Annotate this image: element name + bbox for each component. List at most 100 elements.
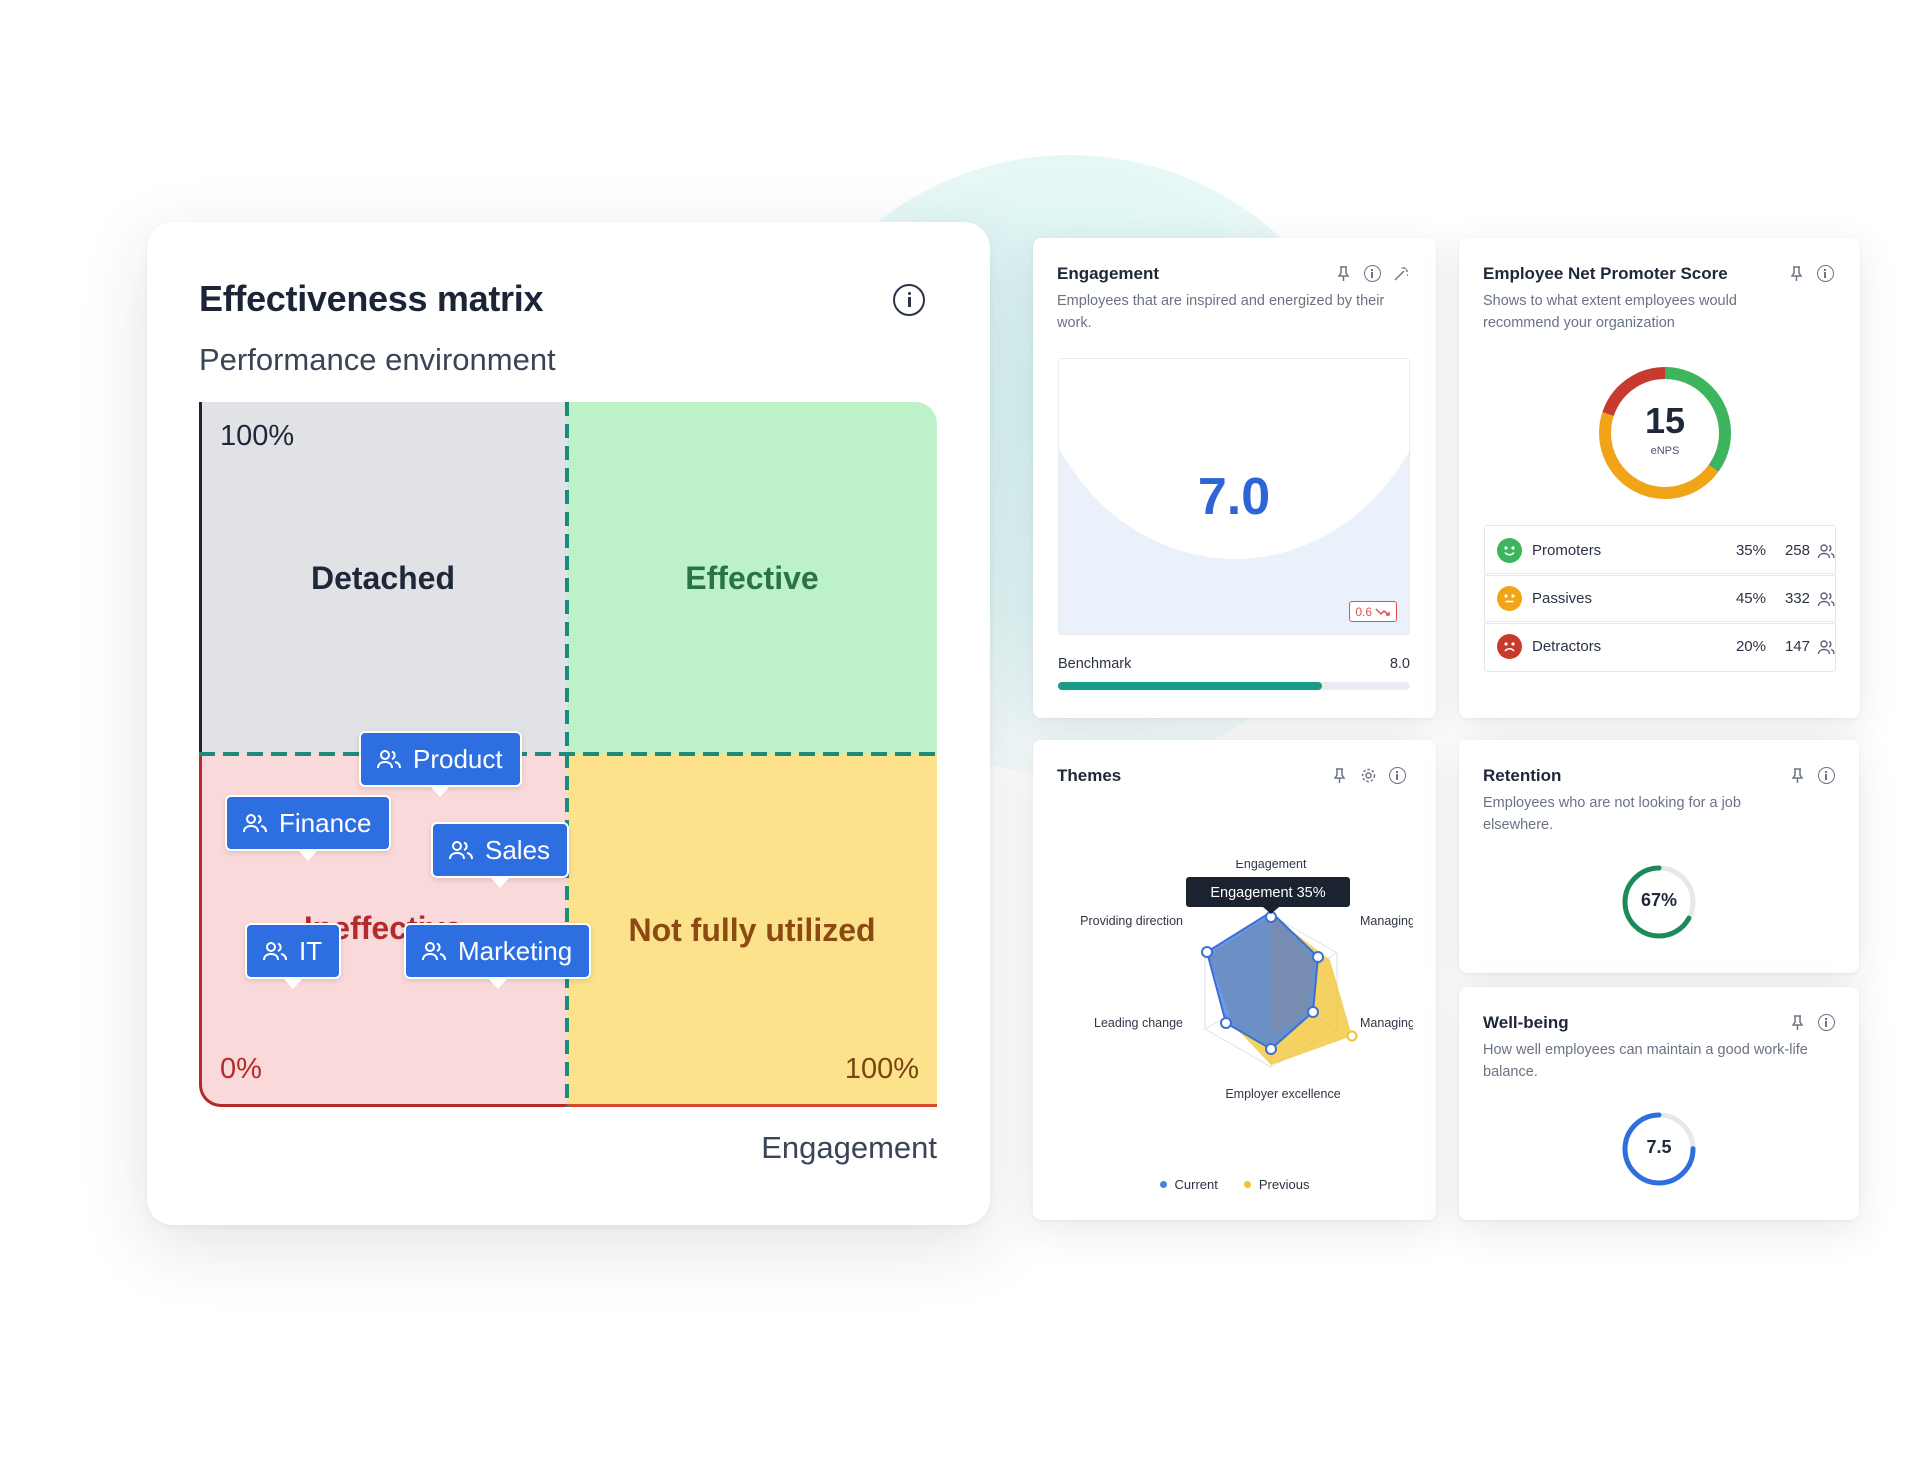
team-label: Marketing (458, 935, 573, 966)
enps-row-promoters[interactable]: Promoters 35% 258 (1484, 525, 1836, 576)
neutral-face-icon (1497, 586, 1522, 611)
wellbeing-ring: 7.5 (1619, 1109, 1699, 1189)
progress-arc (1622, 1112, 1696, 1186)
legend-item-current[interactable]: Current (1159, 1177, 1218, 1192)
card-title: Employee Net Promoter Score (1483, 264, 1728, 283)
legend-label: Current (1174, 1177, 1218, 1192)
progress-arc (1622, 865, 1696, 939)
enps-score: 15 (1644, 400, 1686, 441)
team-tag-finance[interactable]: Finance (225, 795, 391, 861)
current-point[interactable] (1201, 946, 1213, 958)
x-axis-max-label: 100% (844, 1053, 919, 1085)
progress-ring (1622, 865, 1696, 939)
pin-icon[interactable] (1335, 265, 1352, 282)
info-icon[interactable] (1389, 767, 1406, 784)
info-icon[interactable] (1364, 265, 1381, 282)
effectiveness-matrix-card: Effectiveness matrix Performance environ… (147, 222, 990, 1225)
chart-tooltip (1186, 877, 1350, 907)
team-label: IT (299, 935, 323, 966)
pin-icon[interactable] (1789, 1014, 1806, 1031)
row-percent: 20% (1735, 638, 1766, 655)
axis-label-managing-systems: Managing systems (1360, 1016, 1413, 1030)
info-icon[interactable] (1818, 767, 1835, 784)
info-icon[interactable] (1818, 1014, 1835, 1031)
y-axis-max-label: 100% (220, 420, 295, 452)
card-description: Shows to what extent employees would rec… (1483, 293, 1737, 331)
pin-icon[interactable] (1788, 265, 1805, 282)
enps-row-passives[interactable]: Passives 45% 332 (1484, 573, 1836, 624)
current-point[interactable] (1307, 1006, 1319, 1018)
matrix-grid: Detached Effective Ineffective Not fully… (199, 402, 937, 1107)
team-icon (243, 814, 267, 833)
card-toolbar (1331, 767, 1406, 784)
team-label: Finance (279, 807, 372, 838)
horizontal-divider (199, 752, 937, 756)
overlap-shade (1271, 912, 1313, 1035)
legend-item-previous[interactable]: Previous (1243, 1177, 1310, 1192)
info-icon[interactable] (893, 284, 925, 316)
smile-icon (1497, 538, 1522, 563)
tooltip-text: Engagement 35% (1210, 885, 1325, 901)
x-axis-label: Engagement (761, 1130, 937, 1165)
x-axis-line (567, 1104, 937, 1107)
quadrant-label: Effective (685, 559, 819, 596)
team-tag-marketing[interactable]: Marketing (404, 923, 592, 989)
quadrant-label: Detached (310, 559, 456, 596)
row-count: 258 (1784, 542, 1810, 559)
current-point[interactable] (1312, 951, 1324, 963)
card-toolbar (1789, 1014, 1835, 1031)
team-tag-it[interactable]: IT (245, 923, 342, 989)
axis-label-employer-excellence: Employer excellence (1225, 1087, 1340, 1101)
card-description: How well employees can maintain a good w… (1483, 1042, 1808, 1080)
card-toolbar (1335, 265, 1410, 282)
enps-donut-chart: 15 eNPS (1595, 363, 1735, 503)
team-tag-product[interactable]: Product (359, 731, 522, 797)
card-description: Employees who are not looking for a job … (1483, 795, 1741, 833)
wellbeing-value: 7.5 (1646, 1137, 1672, 1157)
quadrant-detached: Detached (199, 402, 567, 754)
y-axis-label: Performance environment (199, 342, 556, 377)
row-label: Detractors (1532, 638, 1602, 655)
card-toolbar (1789, 767, 1835, 784)
axis-label-engagement: Engagement (1236, 860, 1307, 871)
enps-score-label: eNPS (1650, 445, 1680, 457)
engagement-card: Engagement Employees that are inspired a… (1033, 238, 1436, 718)
engagement-score: 7.0 (1197, 468, 1271, 526)
previous-point[interactable] (1346, 1030, 1358, 1042)
row-label: Passives (1532, 590, 1593, 607)
gauge-arc (1059, 359, 1409, 559)
pin-icon[interactable] (1331, 767, 1348, 784)
axis-label-line: Leading change (1094, 1016, 1183, 1030)
quadrant-effective: Effective (567, 402, 937, 754)
current-point[interactable] (1265, 1043, 1277, 1055)
axis-label-leading-change: Leading change (1094, 1016, 1183, 1030)
tooltip-pointer (1263, 907, 1279, 914)
axis-label-line: Managing people (1360, 914, 1413, 928)
benchmark-label: Benchmark (1058, 656, 1132, 672)
team-label: Product (413, 743, 503, 774)
card-title: Engagement (1057, 264, 1160, 283)
legend-dot (1159, 1181, 1167, 1188)
row-percent: 35% (1735, 542, 1766, 559)
legend-label: Previous (1258, 1177, 1310, 1192)
retention-card: Retention Employees who are not looking … (1459, 740, 1859, 973)
axis-label-providing-direction: Providing direction (1080, 914, 1183, 928)
team-icon (449, 841, 473, 860)
axis-corner-line (199, 754, 567, 1107)
donut-ring (1599, 367, 1731, 499)
gear-icon[interactable] (1360, 767, 1377, 784)
enps-row-detractors[interactable]: Detractors 20% 147 (1484, 621, 1836, 672)
magic-wand-icon[interactable] (1393, 265, 1410, 282)
pin-icon[interactable] (1789, 767, 1806, 784)
team-tag-sales[interactable]: Sales (431, 822, 570, 888)
card-title: Themes (1057, 766, 1122, 785)
benchmark-progress-fill (1058, 682, 1322, 690)
legend-dot (1243, 1181, 1251, 1188)
current-point[interactable] (1220, 1017, 1232, 1029)
benchmark-value: 8.0 (1389, 656, 1410, 672)
origin-label: 0% (220, 1053, 262, 1085)
card-description: Employees that are inspired and energize… (1057, 293, 1385, 331)
axis-label-line: Providing direction (1080, 914, 1183, 928)
chart-legend: Current Previous (1033, 1177, 1436, 1192)
info-icon[interactable] (1817, 265, 1834, 282)
